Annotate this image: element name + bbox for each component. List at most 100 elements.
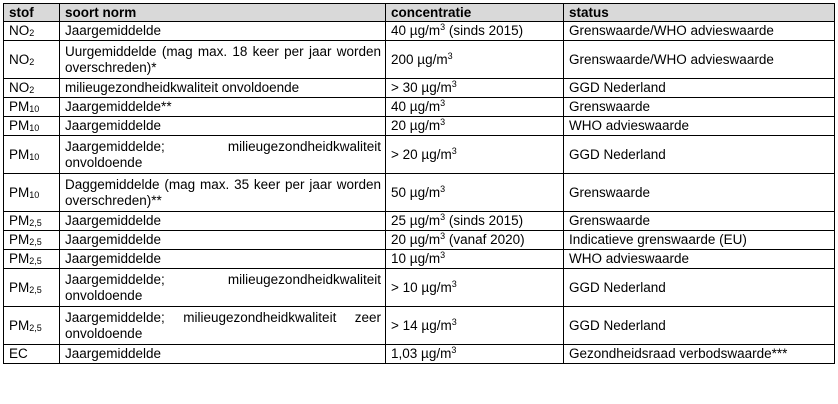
table-row: PM2,5 Jaargemiddelde 20 µg/m3 (vanaf 2020)… [3,230,835,250]
cell-soort-norm: Jaargemiddelde [59,211,386,231]
cell-concentratie: 10 µg/m3 [385,249,564,269]
unit-exponent: 3 [451,316,457,327]
stof-subscript: 2,5 [29,237,42,248]
stof-subscript: 2,5 [29,322,42,333]
unit-base: µg/m [421,279,452,295]
stof-name: PM [9,213,30,229]
cell-stof: PM2,5 [3,249,60,269]
cell-concentratie: 200 µg/m3 [385,40,564,79]
concentration-value: 40 [391,23,407,39]
cell-stof: PM10 [3,135,60,174]
cell-status: Grenswaarde [563,211,835,231]
cell-soort-norm: Uurgemiddelde (mag max. 18 keer per jaar… [59,40,386,79]
stof-subscript: 10 [29,189,40,200]
cell-soort-norm: Jaargemiddelde [59,344,386,364]
stof-subscript: 10 [29,104,40,115]
cell-status: Grenswaarde [563,173,835,212]
cell-stof: PM2,5 [3,306,60,345]
table-row: PM10 Daggemiddelde (mag max. 35 keer per … [3,173,835,212]
cell-soort-norm: Daggemiddelde (mag max. 35 keer per jaar… [59,173,386,212]
cell-concentratie: > 30 µg/m3 [385,78,564,98]
unit-base: µg/m [409,99,441,115]
cell-concentratie: 40 µg/m3 (sinds 2015) [385,21,564,41]
stof-subscript: 2 [29,28,35,39]
concentration-note: (vanaf 2020) [445,232,525,248]
cell-soort-norm: Jaargemiddelde [59,249,386,269]
stof-name: NO [9,80,30,96]
cell-concentratie: 1,03 µg/m3 [385,344,564,364]
cell-status: GGD Nederland [563,78,835,98]
cell-concentratie: 20 µg/m3 [385,116,564,136]
concentration-value: 40 [391,99,407,115]
cell-status: WHO advieswaarde [563,116,835,136]
unit-exponent: 3 [440,231,446,242]
header-row: stof soort norm concentratie status [3,3,835,22]
cell-status: Grenswaarde [563,97,835,117]
unit-base: µg/m [417,51,448,67]
stof-subscript: 2 [29,56,35,67]
concentration-value: > 20 [391,146,418,162]
unit-base: µg/m [421,317,452,333]
concentration-value: > 14 [391,317,418,333]
cell-status: GGD Nederland [563,135,835,174]
stof-name: PM [9,232,30,248]
concentration-value: 10 [391,251,407,267]
unit-exponent: 3 [451,345,457,356]
concentration-note: (sinds 2015) [445,213,524,229]
cell-stof: PM2,5 [3,211,60,231]
table-row: PM2,5 Jaargemiddelde 25 µg/m3 (sinds 2015)… [3,211,835,231]
unit-base: µg/m [409,184,441,200]
concentration-value: 200 [391,51,414,67]
stof-name: PM [9,251,30,267]
table-row: PM10 Jaargemiddelde** 40 µg/m3 Grenswaarde [3,97,835,117]
cell-concentratie: 25 µg/m3 (sinds 2015) [385,211,564,231]
table-row: PM2,5 Jaargemiddelde; milieugezondheidkwa… [3,268,835,307]
cell-soort-norm: Jaargemiddelde** [59,97,386,117]
unit-exponent: 3 [440,22,446,33]
table-body: NO2 Jaargemiddelde 40 µg/m3 (sinds 2015) Gr… [3,21,835,364]
cell-stof: PM10 [3,116,60,136]
stof-subscript: 2 [29,85,35,96]
cell-status: Grenswaarde/WHO advieswaarde [563,40,835,79]
table-row: EC Jaargemiddelde 1,03 µg/m3 Gezondheidsraa… [3,344,835,364]
stof-subscript: 2,5 [29,218,42,229]
unit-base: µg/m [409,213,441,229]
unit-base: µg/m [421,80,452,96]
stof-name: PM [9,184,30,200]
table-row: PM2,5 Jaargemiddelde 10 µg/m3 WHO advieswaa… [3,249,835,269]
unit-exponent: 3 [451,278,457,289]
table-row: NO2 Uurgemiddelde (mag max. 18 keer per j… [3,40,835,79]
cell-status: GGD Nederland [563,306,835,345]
unit-exponent: 3 [451,79,457,90]
cell-soort-norm: Jaargemiddelde; milieugezondheidkwalitei… [59,268,386,307]
cell-concentratie: 40 µg/m3 [385,97,564,117]
table-row: NO2 milieugezondheidkwaliteit onvoldoende… [3,78,835,98]
concentration-value: 50 [391,184,407,200]
cell-stof: PM2,5 [3,230,60,250]
concentration-value: 20 [391,118,407,134]
cell-stof: PM10 [3,173,60,212]
cell-soort-norm: Jaargemiddelde; milieugezondheidkwalitei… [59,306,386,345]
stof-name: NO [9,51,30,67]
stof-subscript: 2,5 [29,284,42,295]
unit-base: µg/m [409,232,441,248]
cell-stof: NO2 [3,21,60,41]
header-concentratie: concentratie [385,3,564,22]
cell-status: GGD Nederland [563,268,835,307]
unit-exponent: 3 [440,117,446,128]
unit-exponent: 3 [440,98,446,109]
header-status: status [563,3,835,22]
stof-name: PM [9,146,30,162]
stof-name: PM [9,279,30,295]
cell-stof: NO2 [3,40,60,79]
cell-concentratie: 50 µg/m3 [385,173,564,212]
cell-soort-norm: Jaargemiddelde; milieugezondheidkwalitei… [59,135,386,174]
unit-exponent: 3 [447,50,453,61]
table-row: PM2,5 Jaargemiddelde; milieugezondheidkwa… [3,306,835,345]
stof-subscript: 2,5 [29,256,42,267]
table-row: NO2 Jaargemiddelde 40 µg/m3 (sinds 2015) Gr… [3,21,835,41]
cell-status: Gezondheidsraad verbodswaarde*** [563,344,835,364]
unit-base: µg/m [409,118,441,134]
table-row: PM10 Jaargemiddelde 20 µg/m3 WHO advieswaar… [3,116,835,136]
cell-status: WHO advieswaarde [563,249,835,269]
